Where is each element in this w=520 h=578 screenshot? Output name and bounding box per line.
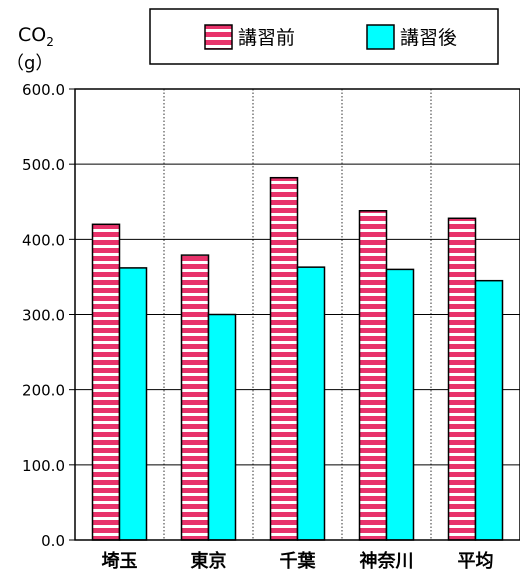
y-tick-label: 300.0 [22,307,65,325]
legend-swatch-after [366,24,395,50]
plot-area: 0.0 100.0 200.0 300.0 400.0 500.0 600.0 埼玉 東京 千葉 神… [22,81,520,572]
legend-label-after: 講習後 [400,27,457,49]
y-tick-label: 100.0 [22,457,65,475]
plot-border [74,88,520,541]
x-tick-label: 平均 [458,550,494,572]
y-tick-label: 400.0 [22,231,65,249]
y-axis-title-subscript: 2 [46,35,54,49]
y-tick-label: 500.0 [22,156,65,174]
bar-after [474,279,504,541]
x-tick-label: 千葉 [280,551,317,572]
y-tick-label: 600.0 [22,81,65,99]
y-tick-label: 0.0 [41,532,65,550]
x-tick-label: 神奈川 [360,550,414,572]
x-tick-label: 埼玉 [102,550,138,572]
y-tick-label: 200.0 [22,382,65,400]
y-axis-unit: （g） [6,53,53,74]
bar-before [91,223,121,541]
bar-before [269,176,299,541]
legend: 講習前 講習後 [149,8,499,65]
x-tick-label: 東京 [191,550,227,572]
bar-after [296,266,326,541]
bar-before [358,210,388,541]
bar-after [118,267,148,541]
bar-after [385,268,415,541]
bar-before [447,217,477,541]
legend-swatch-before [204,24,233,50]
bar-before [180,254,210,541]
bar-after [207,313,237,541]
legend-label-before: 講習前 [238,27,295,49]
y-axis-title: CO2 [18,24,54,49]
